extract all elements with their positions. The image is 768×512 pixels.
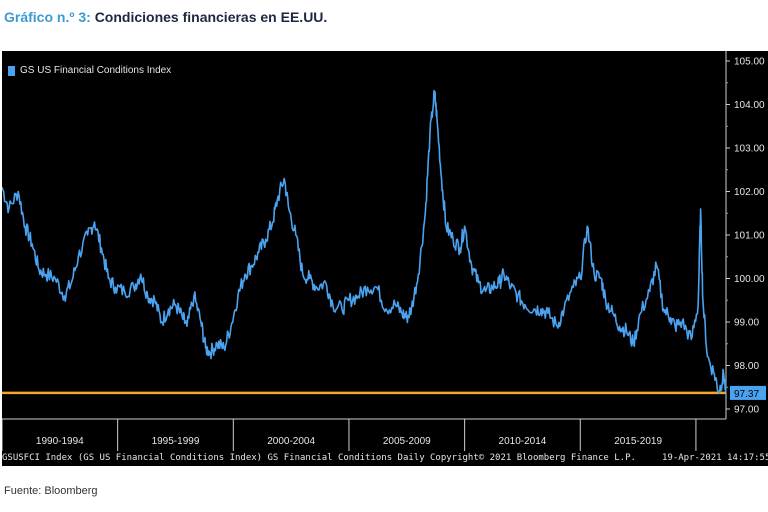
last-value-label: 97.37 xyxy=(734,389,759,400)
legend: GS US Financial Conditions Index xyxy=(8,65,171,76)
y-tick-label: 100.00 xyxy=(734,274,765,285)
x-tick-label: 2005-2009 xyxy=(383,436,431,447)
x-tick-label: 1990-1994 xyxy=(36,436,84,447)
series-line xyxy=(2,89,727,394)
y-tick-label: 98.00 xyxy=(734,361,759,372)
y-tick-label: 102.00 xyxy=(734,187,765,198)
legend-label: GS US Financial Conditions Index xyxy=(20,65,172,76)
y-tick-label: 101.00 xyxy=(734,231,765,242)
chart-svg: 105.00 104.00 103.00 102.00 101.00 100.00 99.0… xyxy=(2,51,766,451)
source-note: Fuente: Bloomberg xyxy=(4,485,98,497)
y-tick-label: 104.00 xyxy=(734,100,765,111)
y-tick-label: 97.00 xyxy=(734,405,759,416)
figure-caption: Condiciones financieras en EE.UU. xyxy=(94,9,328,25)
footer-ticker: GSUSFCI Index (GS US Financial Condition… xyxy=(2,453,425,463)
y-tick-label: 105.00 xyxy=(734,57,765,68)
last-value-badge xyxy=(730,385,766,400)
chart-panel: 105.00 104.00 103.00 102.00 101.00 100.00 99.0… xyxy=(2,51,768,466)
figure-number: Gráfico n.º 3: xyxy=(4,9,91,25)
y-tick-label: 103.00 xyxy=(734,144,765,155)
y-tick-label: 99.00 xyxy=(734,318,759,329)
x-tick-label: 2010-2014 xyxy=(499,436,547,447)
x-tick-label: 2015-2019 xyxy=(614,436,662,447)
legend-swatch xyxy=(8,65,15,76)
footer-copyright: Copyright© 2021 Bloomberg Finance L.P. xyxy=(430,453,636,463)
footer-timestamp: 19-Apr-2021 14:17:55 xyxy=(662,453,768,463)
x-tick-label: 1995-1999 xyxy=(152,436,200,447)
figure-title: Gráfico n.º 3: Condiciones financieras e… xyxy=(4,9,327,25)
x-tick-label: 2000-2004 xyxy=(267,436,315,447)
